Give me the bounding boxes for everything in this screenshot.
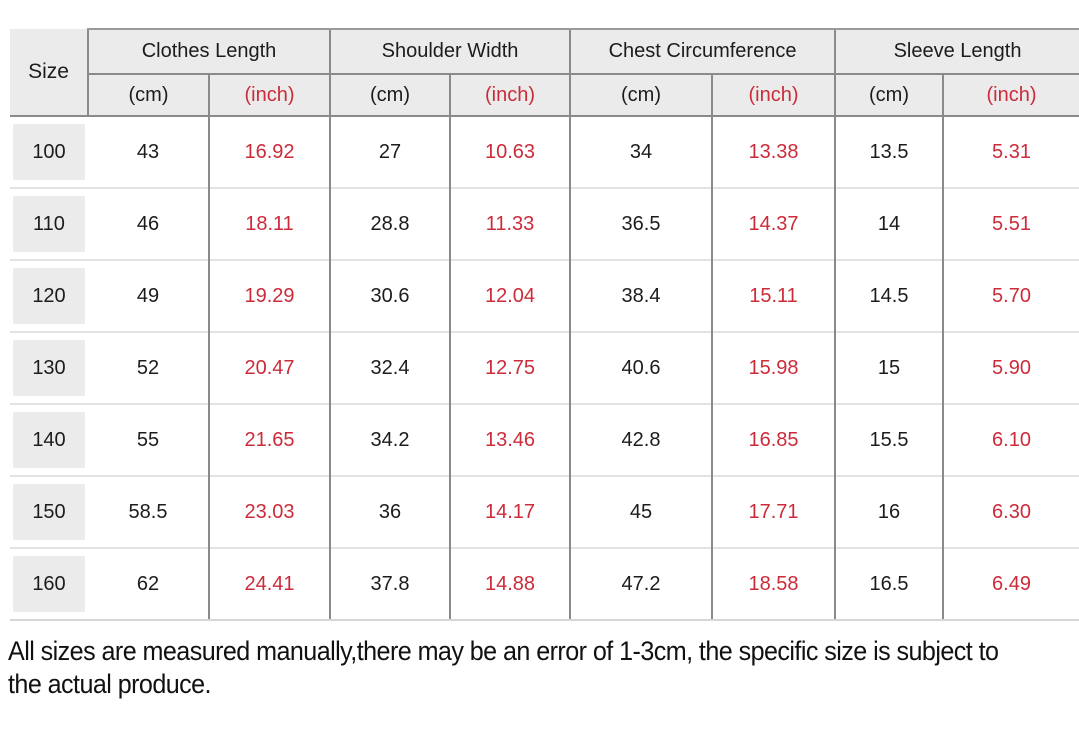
value-cm: 37.8 (329, 547, 451, 621)
value-inch: 13.38 (711, 116, 836, 188)
value-inch: 17.71 (711, 475, 836, 548)
value-cm: 15 (834, 331, 944, 404)
value-cm: 27 (329, 116, 451, 188)
value-cm: 42.8 (569, 403, 713, 476)
size-cell: 160 (10, 547, 88, 621)
size-label: 120 (13, 268, 85, 324)
value-cm: 47.2 (569, 547, 713, 621)
value-inch: 14.37 (711, 187, 836, 260)
size-cell: 110 (10, 187, 88, 260)
table-body: 100 43 16.92 27 10.63 34 13.38 13.5 5.31 110 46 18.… (10, 116, 1079, 621)
value-cm: 14.5 (834, 259, 944, 332)
value-cm: 16.5 (834, 547, 944, 621)
value-inch: 13.46 (449, 403, 571, 476)
value-inch: 5.31 (942, 116, 1079, 188)
value-cm: 16 (834, 475, 944, 548)
column-group-sleeve-length: Sleeve Length (834, 28, 1079, 75)
table-row: 140 55 21.65 34.2 13.46 42.8 16.85 15.5 6.10 (10, 403, 1079, 476)
value-inch: 20.47 (207, 331, 331, 404)
value-cm: 46 (88, 187, 209, 260)
value-cm: 36 (329, 475, 451, 548)
disclaimer-note: All sizes are measured manually,there ma… (8, 635, 1079, 701)
unit-header-cm: (cm) (87, 74, 209, 117)
value-inch: 23.03 (207, 475, 331, 548)
size-cell: 130 (10, 331, 88, 404)
value-inch: 14.17 (449, 475, 571, 548)
value-inch: 18.58 (711, 547, 836, 621)
size-cell: 140 (10, 403, 88, 476)
value-inch: 6.10 (942, 403, 1079, 476)
table-row: 130 52 20.47 32.4 12.75 40.6 15.98 15 5.90 (10, 331, 1079, 404)
unit-header-inch: (inch) (711, 74, 836, 117)
column-group-clothes-length: Clothes Length (86, 28, 331, 75)
value-cm: 58.5 (88, 475, 209, 548)
value-inch: 24.41 (207, 547, 331, 621)
value-cm: 34.2 (329, 403, 451, 476)
value-inch: 5.51 (942, 187, 1079, 260)
value-cm: 52 (88, 331, 209, 404)
size-label: 100 (13, 124, 85, 180)
table-row: 120 49 19.29 30.6 12.04 38.4 15.11 14.5 5.70 (10, 259, 1079, 332)
unit-header-inch: (inch) (449, 74, 571, 117)
value-cm: 40.6 (569, 331, 713, 404)
value-cm: 34 (569, 116, 713, 188)
value-inch: 12.75 (449, 331, 571, 404)
size-column-header: Size (10, 29, 88, 117)
value-cm: 38.4 (569, 259, 713, 332)
unit-header-cm: (cm) (834, 74, 944, 117)
size-label: 150 (13, 484, 85, 540)
value-inch: 16.92 (207, 116, 331, 188)
value-inch: 18.11 (207, 187, 331, 260)
disclaimer-line: the actual produce. (8, 669, 212, 699)
value-inch: 12.04 (449, 259, 571, 332)
value-inch: 6.30 (942, 475, 1079, 548)
value-cm: 55 (88, 403, 209, 476)
value-inch: 11.33 (449, 187, 571, 260)
table-header: Size Clothes Length Shoulder Width Chest… (10, 28, 1079, 117)
table-row: 110 46 18.11 28.8 11.33 36.5 14.37 14 5.51 (10, 187, 1079, 260)
value-inch: 6.49 (942, 547, 1079, 621)
size-label: 140 (13, 412, 85, 468)
size-cell: 100 (10, 116, 88, 188)
value-inch: 5.70 (942, 259, 1079, 332)
table-row: 100 43 16.92 27 10.63 34 13.38 13.5 5.31 (10, 116, 1079, 188)
header-unit-row: (cm) (inch) (cm) (inch) (cm) (inch) (cm)… (10, 74, 1079, 117)
value-cm: 43 (88, 116, 209, 188)
value-cm: 30.6 (329, 259, 451, 332)
value-inch: 14.88 (449, 547, 571, 621)
value-cm: 62 (88, 547, 209, 621)
size-cell: 120 (10, 259, 88, 332)
value-cm: 49 (88, 259, 209, 332)
size-cell: 150 (10, 475, 88, 548)
table-row: 160 62 24.41 37.8 14.88 47.2 18.58 16.5 6.49 (10, 547, 1079, 621)
header-group-row: Size Clothes Length Shoulder Width Chest… (10, 28, 1079, 117)
column-group-shoulder-width: Shoulder Width (329, 28, 571, 75)
table-row: 150 58.5 23.03 36 14.17 45 17.71 16 6.30 (10, 475, 1079, 548)
size-chart-table: Size Clothes Length Shoulder Width Chest… (10, 28, 1079, 621)
unit-header-inch: (inch) (207, 74, 331, 117)
size-label: 130 (13, 340, 85, 396)
value-inch: 19.29 (207, 259, 331, 332)
value-inch: 15.98 (711, 331, 836, 404)
value-cm: 14 (834, 187, 944, 260)
value-cm: 32.4 (329, 331, 451, 404)
unit-header-inch: (inch) (942, 74, 1079, 117)
unit-header-cm: (cm) (329, 74, 451, 117)
value-cm: 15.5 (834, 403, 944, 476)
value-inch: 15.11 (711, 259, 836, 332)
size-label: 160 (13, 556, 85, 612)
value-inch: 5.90 (942, 331, 1079, 404)
column-group-chest-circumference: Chest Circumference (569, 28, 836, 75)
disclaimer-line: All sizes are measured manually,there ma… (8, 636, 999, 666)
value-cm: 28.8 (329, 187, 451, 260)
value-cm: 13.5 (834, 116, 944, 188)
size-label: 110 (13, 196, 85, 252)
value-inch: 10.63 (449, 116, 571, 188)
unit-header-cm: (cm) (569, 74, 713, 117)
value-cm: 36.5 (569, 187, 713, 260)
value-inch: 21.65 (207, 403, 331, 476)
value-inch: 16.85 (711, 403, 836, 476)
value-cm: 45 (569, 475, 713, 548)
